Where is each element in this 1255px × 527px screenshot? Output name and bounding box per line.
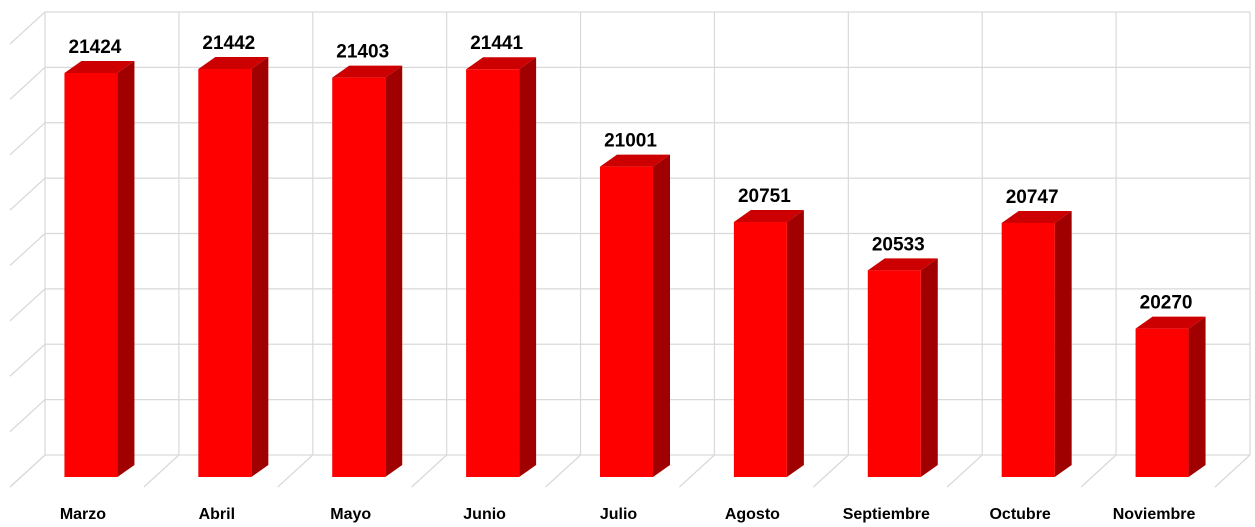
data-label: 21424 <box>69 37 122 58</box>
data-label: 20747 <box>1006 187 1059 208</box>
bar <box>466 57 537 477</box>
bar-front <box>733 222 787 477</box>
bar-side <box>1188 316 1206 477</box>
floor-line <box>545 454 581 488</box>
bar-front <box>466 69 520 477</box>
data-label: 21403 <box>336 42 389 63</box>
data-label: 21001 <box>604 131 657 152</box>
data-label: 20533 <box>872 234 925 255</box>
x-tick-label: Mayo <box>330 506 371 523</box>
side-grid-line <box>9 122 46 156</box>
data-label: 20751 <box>738 186 791 207</box>
floor-line <box>679 454 715 488</box>
bar <box>332 65 403 477</box>
floor-line <box>277 454 314 488</box>
bar-front <box>332 77 386 477</box>
bar-top <box>64 60 135 73</box>
bar-side <box>251 56 269 477</box>
floor-line <box>1080 454 1117 488</box>
bar-side <box>920 258 938 477</box>
x-tick-label: Noviembre <box>1113 506 1196 523</box>
side-grid-line <box>9 11 46 45</box>
x-tick-label: Junio <box>463 506 506 523</box>
side-grid-line <box>9 399 46 433</box>
bar <box>1001 210 1072 477</box>
data-label: 21442 <box>202 33 255 54</box>
bar-top <box>1001 210 1072 223</box>
data-label: 21441 <box>470 33 523 54</box>
bar-side <box>653 154 670 477</box>
bar-front <box>600 166 653 477</box>
bar-front <box>1001 222 1055 477</box>
bar-top <box>332 65 403 78</box>
bar-side <box>385 65 403 477</box>
bar-top <box>733 210 804 223</box>
bar-front <box>1135 328 1189 477</box>
x-tick-label: Julio <box>600 506 638 523</box>
bar-top <box>198 56 269 69</box>
bar-top <box>1135 316 1206 329</box>
x-tick-label: Abril <box>199 506 235 523</box>
x-tick-label: Marzo <box>60 506 106 523</box>
data-label: 20270 <box>1140 293 1193 314</box>
bar <box>64 60 135 477</box>
bar <box>198 56 269 477</box>
x-tick-label: Agosto <box>725 506 780 523</box>
side-grid-line <box>9 233 46 266</box>
bar <box>1135 316 1206 477</box>
bar-side <box>117 60 135 477</box>
bar <box>733 210 804 477</box>
bar-side <box>519 57 537 477</box>
floor-line <box>1214 454 1251 488</box>
bar-front <box>867 270 921 477</box>
bar <box>867 258 938 477</box>
floor-line <box>143 454 180 488</box>
bar-front <box>198 68 252 477</box>
bar <box>600 154 670 477</box>
bar-top <box>466 57 537 70</box>
bar-front <box>64 72 118 477</box>
bar-top <box>867 258 938 271</box>
bar-side <box>786 210 804 477</box>
side-grid-line <box>9 66 46 100</box>
floor-line <box>812 454 849 488</box>
floor-line <box>411 454 448 488</box>
x-tick-label: Octubre <box>989 506 1050 523</box>
floor-line <box>946 454 983 488</box>
side-grid-line <box>9 177 46 211</box>
side-grid-line <box>9 343 46 377</box>
bar-top <box>600 154 670 167</box>
side-grid-line <box>9 288 46 322</box>
floor-line <box>9 454 46 488</box>
bar-side <box>1054 210 1072 477</box>
x-tick-label: Septiembre <box>843 506 930 523</box>
